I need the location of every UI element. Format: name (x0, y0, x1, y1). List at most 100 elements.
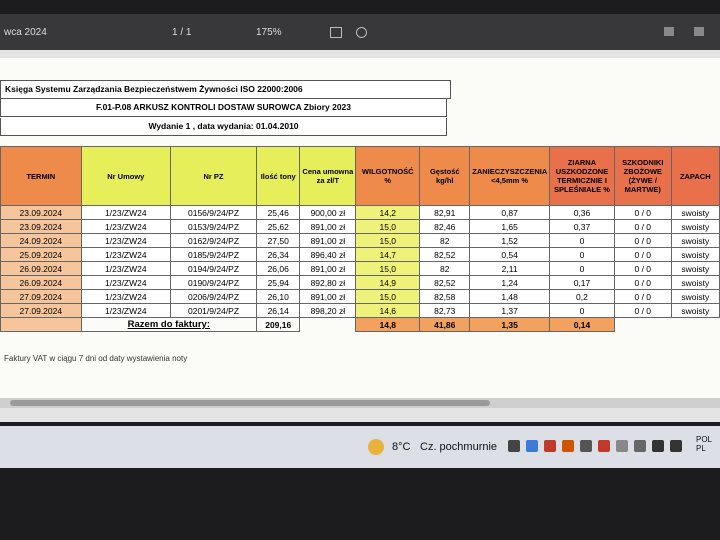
cell: swoisty (670, 261, 720, 276)
cell: 1,65 (469, 219, 550, 234)
volume-icon[interactable] (652, 440, 664, 452)
cell: 1/23/ZW24 (80, 303, 172, 318)
cell: 898,20 zł (299, 303, 357, 318)
cell: 27.09.2024 (0, 303, 82, 318)
cell: 891,00 zł (299, 261, 357, 276)
tray-icon[interactable] (526, 440, 538, 452)
zoom-level[interactable]: 175% (256, 27, 282, 38)
weather-icon[interactable] (368, 439, 384, 455)
cell: 0153/9/24/PZ (169, 219, 258, 234)
cell: 1,24 (469, 275, 550, 290)
cell: 1/23/ZW24 (80, 247, 172, 262)
language[interactable]: POL PL (696, 435, 712, 453)
cell: 0194/9/24/PZ (169, 261, 258, 276)
cell: swoisty (670, 303, 720, 318)
print-button[interactable] (664, 27, 674, 36)
column-header: SZKODNIKI ZBOŻOWE (ŻYWE / MARTWE) (613, 146, 672, 206)
cell: 26,06 (256, 261, 301, 276)
tray-icon[interactable] (580, 440, 592, 452)
cell: 1/23/ZW24 (80, 219, 172, 234)
cell: 1,48 (469, 289, 550, 304)
tray-icon[interactable] (616, 440, 628, 452)
cell: 25,62 (256, 219, 301, 234)
cell: swoisty (670, 289, 720, 304)
cell: 0 / 0 (613, 275, 672, 290)
cell: 82,91 (419, 205, 471, 220)
cell: 14,2 (355, 205, 421, 220)
cell: 0 / 0 (613, 205, 672, 220)
scrollbar[interactable] (0, 398, 720, 408)
column-header: ZIARNA USZKODZONE TERMICZNIE I SPLEŚNIAŁ… (548, 146, 615, 206)
cell: 0 (548, 303, 615, 318)
more-button[interactable] (694, 27, 704, 36)
cell: swoisty (670, 275, 720, 290)
cell: 26,34 (256, 247, 301, 262)
cell: 1/23/ZW24 (80, 261, 172, 276)
cell: 1/23/ZW24 (80, 275, 172, 290)
cell: 0,87 (469, 205, 550, 220)
cell: swoisty (670, 219, 720, 234)
data-row: 24.09.2024 1/23/ZW24 0162/9/24/PZ 27,50 891,… (0, 233, 720, 248)
cell (0, 317, 82, 332)
cell: 1/23/ZW24 (80, 289, 172, 304)
cell: 82,52 (419, 275, 471, 290)
scroll-thumb[interactable] (10, 400, 490, 406)
cell: 82 (419, 261, 471, 276)
cell: 24.09.2024 (0, 233, 82, 248)
edition: Wydanie 1 , data wydania: 01.04.2010 (0, 118, 447, 136)
data-row: 27.09.2024 1/23/ZW24 0206/9/24/PZ 26,10 891,… (0, 289, 720, 304)
cell: 0 / 0 (613, 247, 672, 262)
column-header: ZAPACH (670, 146, 720, 206)
tray-icon[interactable] (634, 440, 646, 452)
cell: swoisty (670, 233, 720, 248)
cell: 15,0 (355, 233, 421, 248)
rotate-button[interactable] (356, 27, 367, 38)
cell: 2,11 (469, 261, 550, 276)
cell: 0156/9/24/PZ (169, 205, 258, 220)
cell: 1,52 (469, 233, 550, 248)
cell: 25,94 (256, 275, 301, 290)
cell: 891,00 zł (299, 219, 357, 234)
tray-icon[interactable] (544, 440, 556, 452)
cell: 14,7 (355, 247, 421, 262)
cell: 15,0 (355, 219, 421, 234)
footer-note: Faktury VAT w ciągu 7 dni od daty wystaw… (4, 354, 188, 363)
network-icon[interactable] (670, 440, 682, 452)
cell: 26,14 (256, 303, 301, 318)
data-row: 23.09.2024 1/23/ZW24 0156/9/24/PZ 25,46 900,… (0, 205, 720, 220)
pdf-page: Księga Systemu Zarządzania Bezpieczeństw… (0, 58, 720, 398)
cell: 0 / 0 (613, 261, 672, 276)
cell: 82 (419, 233, 471, 248)
cell: 82,58 (419, 289, 471, 304)
cell: 0162/9/24/PZ (169, 233, 258, 248)
page-counter[interactable]: 1 / 1 (172, 27, 192, 38)
cell: 0 (548, 247, 615, 262)
total-damaged: 0,14 (548, 317, 615, 332)
tray-icon[interactable] (598, 440, 610, 452)
data-row: 27.09.2024 1/23/ZW24 0201/9/24/PZ 26,14 898,… (0, 303, 720, 318)
cell: 27,50 (256, 233, 301, 248)
totals-label: Razem do faktury: (80, 317, 258, 332)
weather[interactable]: Cz. pochmurnie (420, 441, 498, 453)
cell: 15,0 (355, 289, 421, 304)
tray-icon[interactable] (508, 440, 520, 452)
column-header: Gęstość kg/hl (419, 146, 471, 206)
cell: 896,40 zł (299, 247, 357, 262)
cell: 25,46 (256, 205, 301, 220)
column-header: Cena umowna za zł/T (299, 146, 357, 206)
cell: 26,10 (256, 289, 301, 304)
temperature[interactable]: 8°C (392, 441, 411, 453)
cell: 0 / 0 (613, 219, 672, 234)
cell: 0 / 0 (613, 303, 672, 318)
taskbar: 8°C Cz. pochmurnie POL PL (0, 426, 720, 468)
cell: 26.09.2024 (0, 261, 82, 276)
cell: 0 / 0 (613, 289, 672, 304)
tray-icon[interactable] (562, 440, 574, 452)
total-quantity: 209,16 (256, 317, 301, 332)
cell: 14,6 (355, 303, 421, 318)
cell: 0,54 (469, 247, 550, 262)
fit-page-button[interactable] (330, 27, 342, 38)
cell: 14,9 (355, 275, 421, 290)
